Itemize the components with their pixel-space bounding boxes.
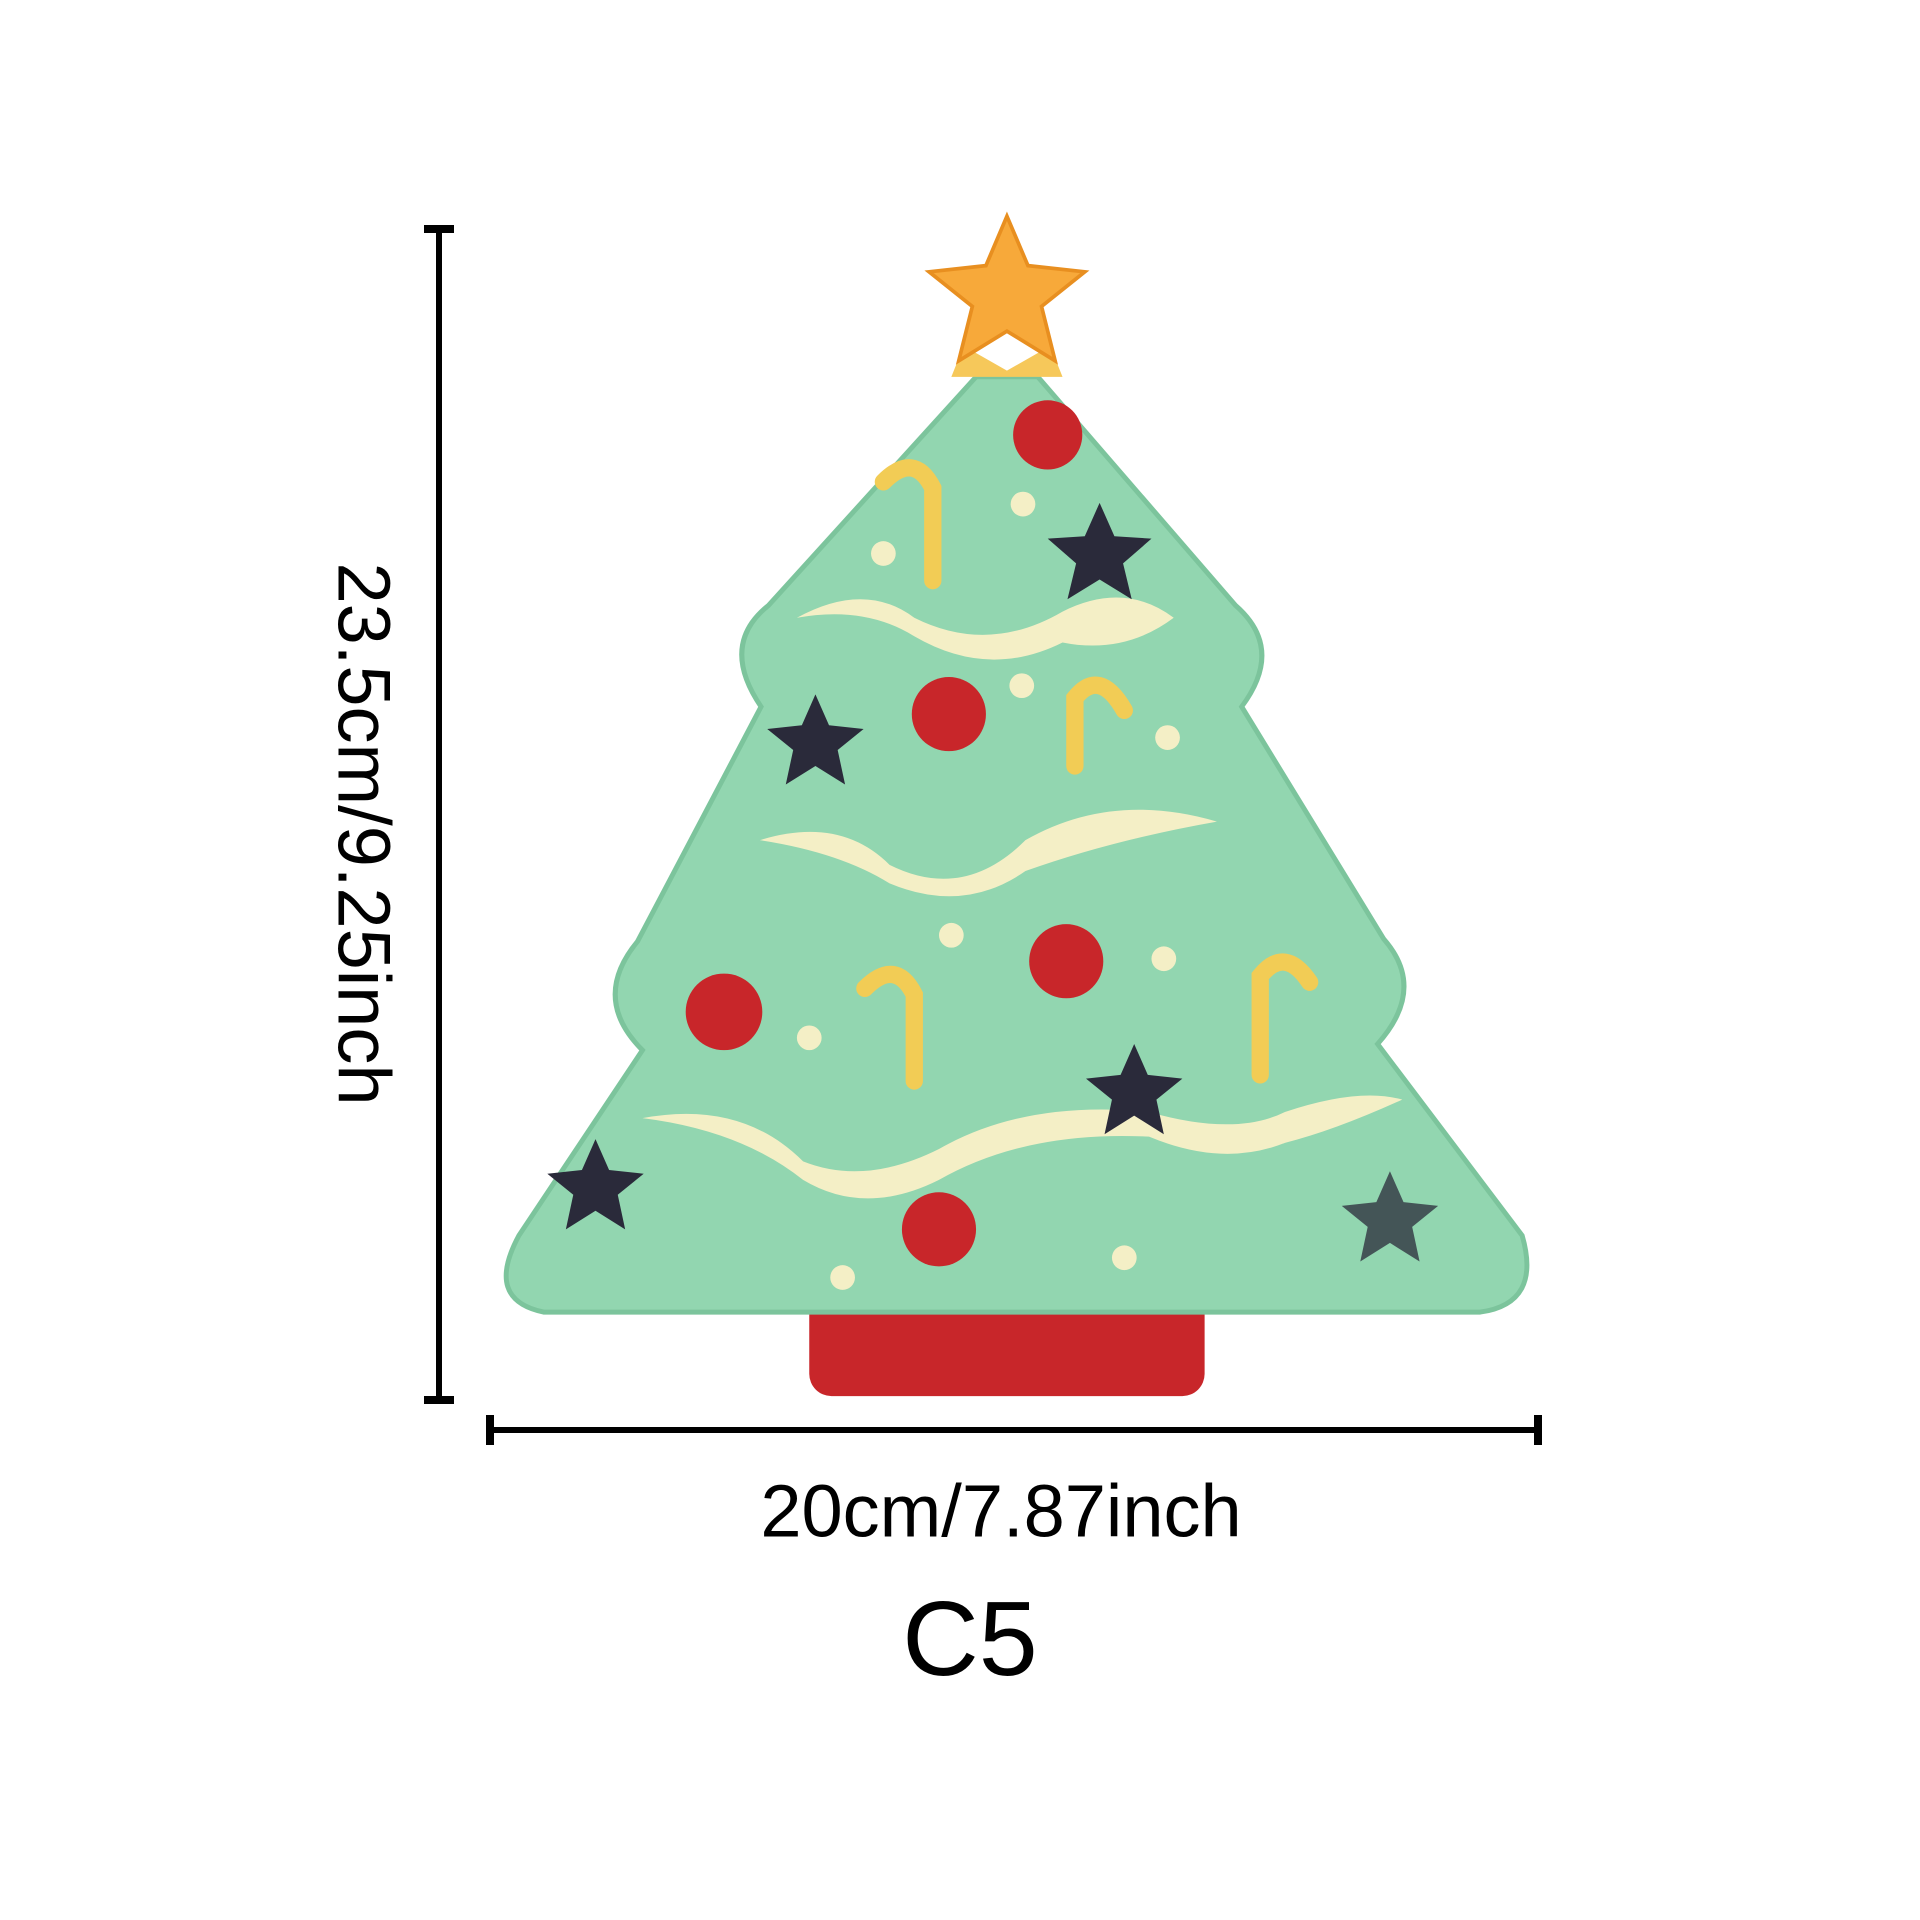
candy-canes — [856, 459, 1319, 1090]
star-base — [951, 345, 1063, 377]
variant-label: C5 — [902, 1580, 1038, 1698]
tree — [503, 374, 1530, 1315]
dark-stars — [547, 502, 1439, 1262]
height-dimension: 23.5cm/9.25inch — [322, 225, 454, 1404]
garland — [759, 809, 1217, 897]
dots — [796, 491, 1180, 1290]
garland — [796, 597, 1174, 660]
garland — [642, 1095, 1403, 1199]
height-label: 23.5cm/9.25inch — [322, 562, 405, 1105]
baubles — [685, 400, 1104, 1267]
width-dimension: 20cm/7.87inch — [486, 1415, 1542, 1553]
tree-plate — [503, 211, 1530, 1397]
width-label: 20cm/7.87inch — [760, 1470, 1241, 1553]
top-star — [924, 211, 1090, 365]
